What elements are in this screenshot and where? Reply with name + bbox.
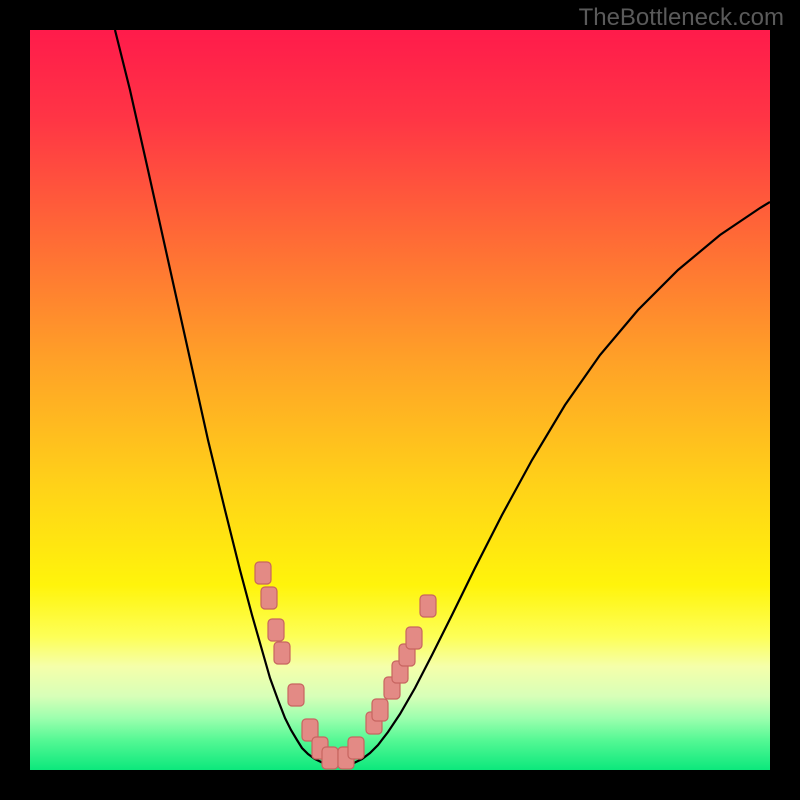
data-marker [406,627,422,649]
data-marker [288,684,304,706]
data-marker [261,587,277,609]
data-marker [274,642,290,664]
data-marker [420,595,436,617]
chart-svg [30,30,770,770]
curve-left [115,30,338,766]
watermark-text: TheBottleneck.com [579,4,784,32]
data-marker [348,737,364,759]
plot-area [30,30,770,770]
data-marker [372,699,388,721]
data-marker [255,562,271,584]
data-marker [268,619,284,641]
data-marker [322,747,338,769]
